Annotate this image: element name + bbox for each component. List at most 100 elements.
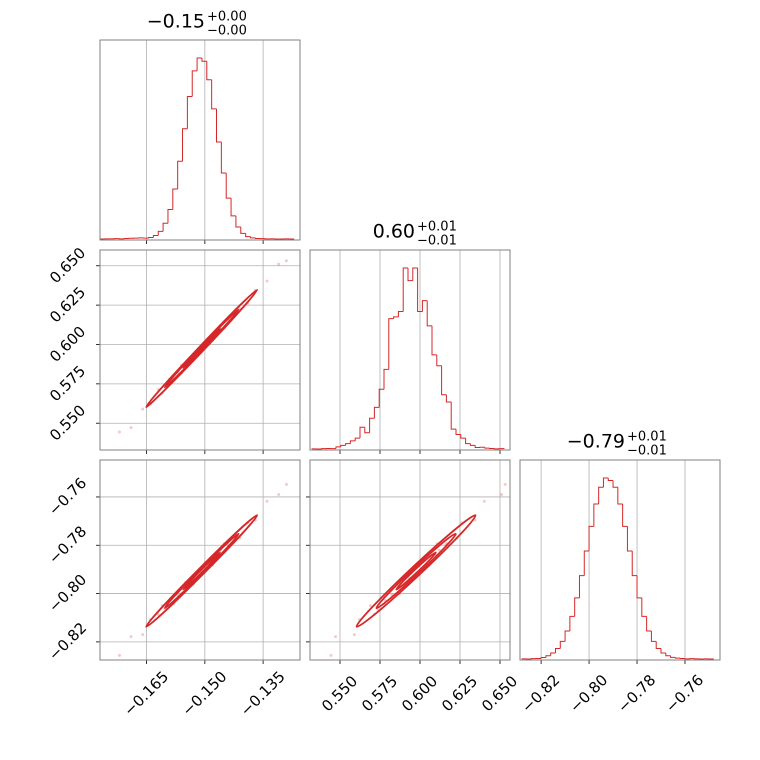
- x-tick-label: −0.78: [614, 671, 659, 716]
- hist-step: [650, 630, 657, 642]
- hist-step: [393, 316, 399, 319]
- hist-step: [216, 108, 222, 143]
- panel-title: 0.60: [373, 221, 415, 243]
- sample-point: [277, 493, 281, 497]
- hist-step: [545, 655, 551, 658]
- hist-step: [436, 354, 442, 367]
- panel-frame: [309, 459, 511, 661]
- sample-point: [141, 633, 145, 637]
- panel-frame: [309, 249, 511, 451]
- sample-point: [503, 482, 507, 486]
- density-contour: [145, 288, 259, 408]
- hist-step: [598, 486, 604, 505]
- hist-step: [646, 616, 652, 632]
- hist-step: [211, 79, 217, 110]
- title-upper: +0.00: [207, 10, 247, 25]
- density-contour: [355, 514, 477, 628]
- hist-step: [421, 300, 428, 312]
- hist-step: [354, 437, 360, 441]
- hist-step: [450, 401, 456, 430]
- hist-step: [373, 406, 380, 419]
- title-upper: +0.01: [627, 430, 667, 445]
- panel-frame: [99, 459, 301, 661]
- hist-step: [225, 173, 232, 199]
- hist-step: [249, 236, 256, 239]
- hist-step: [369, 417, 375, 433]
- sample-point: [117, 430, 121, 434]
- hist-step: [665, 652, 671, 657]
- x-tick-label: −0.135: [237, 668, 289, 720]
- panel-title: −0.15: [147, 11, 205, 33]
- hist-step: [469, 443, 476, 446]
- sample-point: [500, 493, 504, 497]
- hist-step: [578, 575, 585, 598]
- hist-step: [569, 615, 575, 631]
- hist-step: [201, 58, 207, 62]
- hist-step: [167, 209, 173, 224]
- sample-point: [482, 499, 486, 503]
- x-tick-label: −0.76: [662, 671, 707, 716]
- hist-step: [583, 550, 590, 576]
- sample-point: [334, 635, 338, 639]
- hist-step: [206, 61, 212, 81]
- x-tick-label: 0.575: [358, 672, 401, 715]
- hist-step: [674, 657, 681, 659]
- x-tick-label: 0.625: [438, 672, 481, 715]
- hist-step: [407, 268, 413, 282]
- hist-step: [631, 551, 638, 577]
- hist-step: [402, 267, 408, 312]
- hist-step: [245, 233, 251, 238]
- hist-step: [622, 504, 628, 527]
- x-tick-label: −0.80: [566, 671, 611, 716]
- hist-step: [162, 222, 168, 232]
- hist-step: [235, 215, 241, 228]
- hist-step: [335, 446, 341, 449]
- hist-step: [641, 597, 647, 617]
- hist-step: [670, 655, 676, 658]
- hist-step: [364, 427, 370, 434]
- x-tick-label: 0.550: [318, 672, 361, 715]
- sample-point: [265, 499, 269, 503]
- hist-step: [383, 368, 389, 390]
- hist-step: [559, 640, 566, 649]
- hist-step: [186, 96, 193, 129]
- hist-step: [655, 641, 662, 649]
- panel-title: −0.79: [567, 431, 625, 453]
- title-lower: −0.01: [417, 234, 457, 249]
- sample-point: [277, 262, 281, 266]
- hist-step: [441, 365, 447, 396]
- hist-step: [465, 438, 471, 445]
- sample-point: [437, 548, 441, 552]
- sample-point: [141, 407, 145, 411]
- sample-point: [352, 633, 356, 637]
- hist-step: [359, 426, 365, 439]
- hist-step: [484, 447, 490, 449]
- density-contour: [375, 532, 457, 610]
- x-tick-label: 0.650: [478, 672, 521, 715]
- hist-step: [177, 160, 183, 190]
- y-tick-label: −0.78: [45, 522, 90, 567]
- hist-step: [426, 300, 432, 327]
- y-tick-label: 0.600: [46, 323, 89, 366]
- density-contour: [182, 551, 222, 591]
- hist-step: [191, 70, 198, 97]
- hist-step: [388, 318, 394, 370]
- hist-step: [550, 652, 556, 656]
- density-contour: [163, 532, 240, 610]
- hist-step: [445, 394, 452, 403]
- hist-step: [148, 237, 154, 239]
- density-contour: [145, 514, 259, 628]
- sample-point: [129, 635, 133, 639]
- y-tick-label: 0.650: [46, 244, 89, 287]
- hist-step: [593, 503, 599, 527]
- title-upper: +0.01: [417, 220, 457, 235]
- hist-step: [612, 480, 618, 488]
- sample-point: [368, 604, 372, 608]
- hist-step: [460, 434, 466, 439]
- hist-step: [474, 445, 480, 449]
- hist-step: [607, 478, 614, 482]
- hist-step: [182, 128, 188, 162]
- sample-point: [117, 653, 121, 657]
- x-tick-label: −0.150: [179, 668, 231, 720]
